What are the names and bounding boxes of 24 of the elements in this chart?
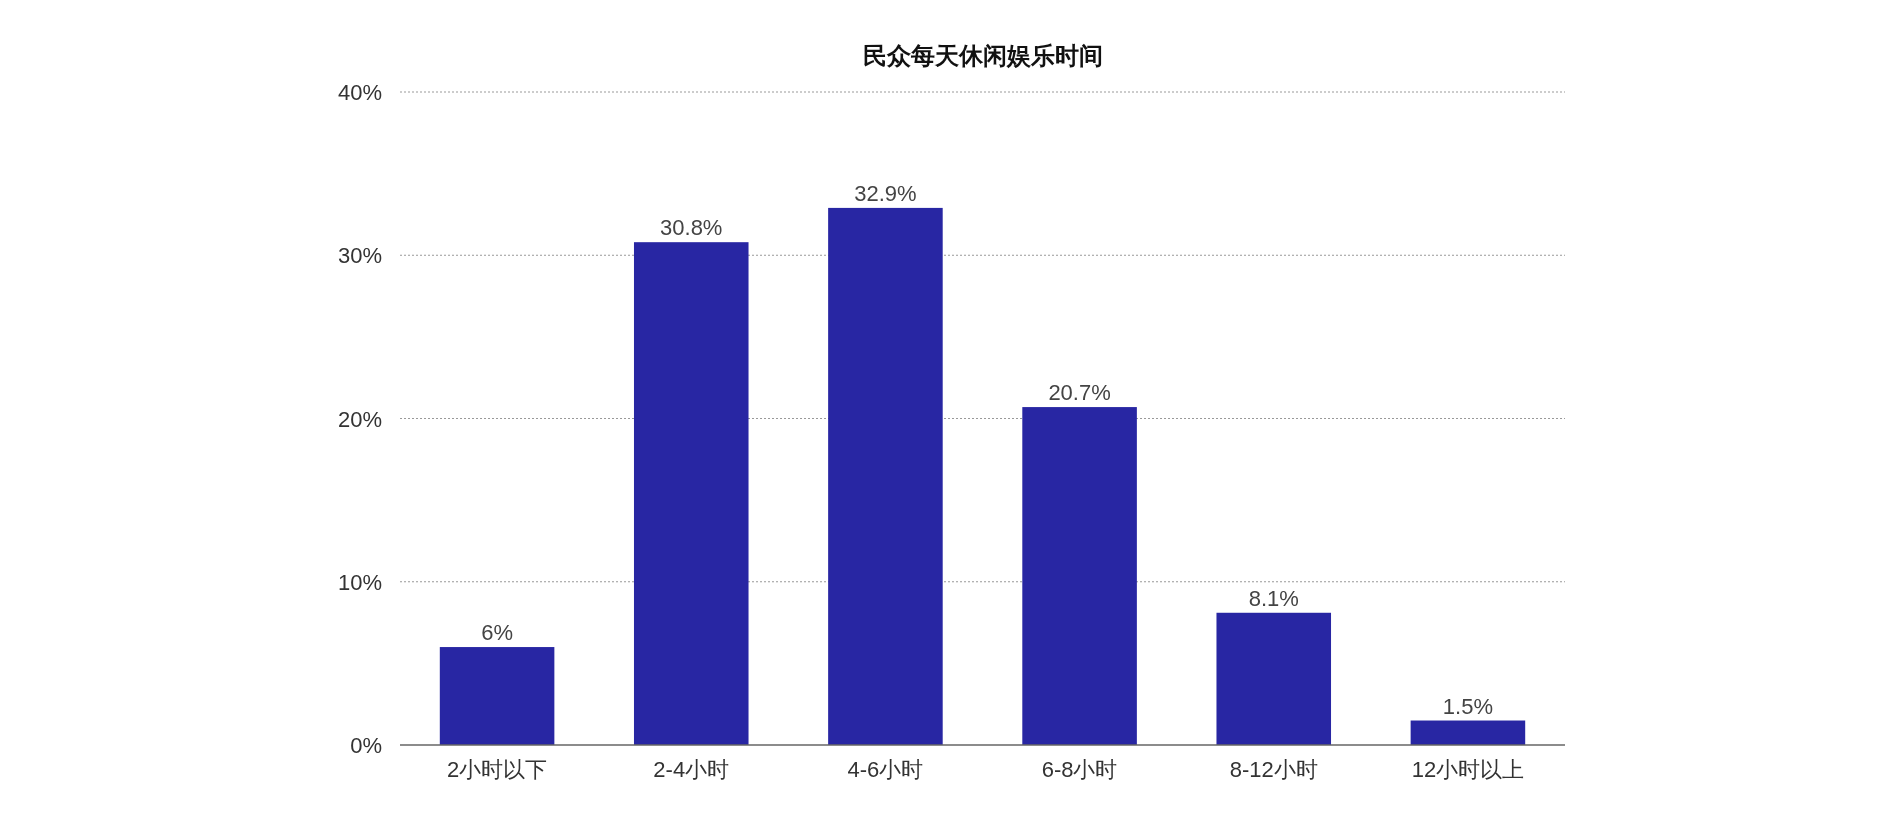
y-tick-label: 0%	[350, 733, 382, 758]
data-label: 20.7%	[1048, 380, 1111, 406]
y-tick-label: 10%	[337, 569, 382, 595]
bar	[1022, 407, 1137, 745]
data-label: 8.1%	[1248, 585, 1299, 611]
x-tick-label: 8-12小时	[1229, 757, 1318, 782]
x-tick-label: 2小时以下	[446, 757, 548, 782]
x-tick-label: 2-4小时	[653, 757, 730, 782]
bar	[828, 207, 943, 745]
x-tick-label: 12小时以上	[1411, 757, 1525, 782]
bar	[633, 242, 749, 745]
bar	[1216, 612, 1332, 745]
data-label: 1.5%	[1442, 693, 1493, 719]
x-tick-label: 6-8小时	[1041, 757, 1118, 782]
data-label: 32.9%	[854, 180, 917, 206]
chart-title: 民众每天休闲娱乐时间	[862, 42, 1103, 69]
y-tick-label: 40%	[337, 80, 382, 105]
data-label: 30.8%	[660, 215, 723, 241]
x-tick-label: 4-6小时	[847, 757, 924, 782]
y-tick-label: 30%	[337, 243, 382, 269]
bar	[1410, 720, 1526, 745]
y-tick-label: 20%	[337, 406, 382, 432]
data-label: 6%	[481, 620, 513, 646]
bar	[439, 647, 555, 745]
